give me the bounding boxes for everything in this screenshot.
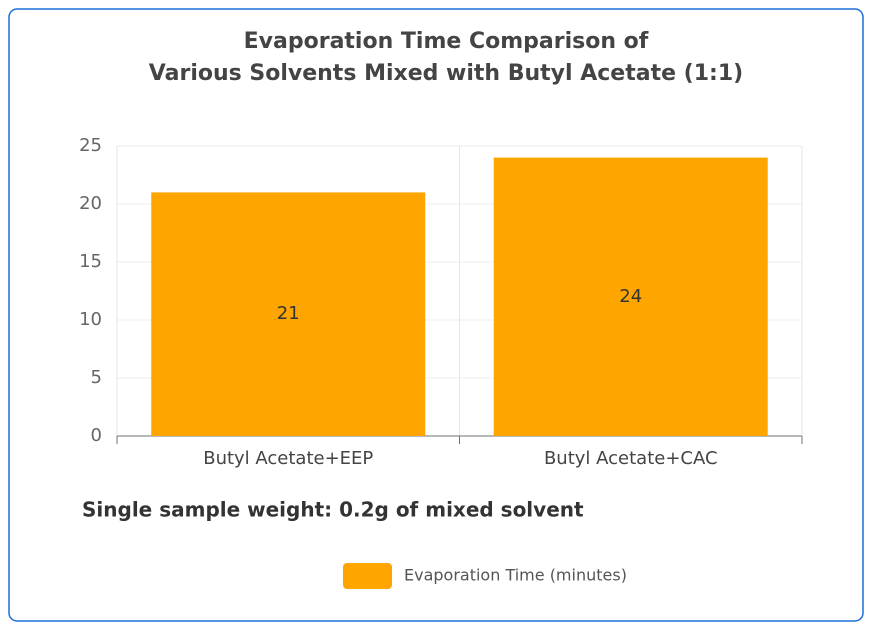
x-tick-label: Butyl Acetate+CAC [544,448,718,469]
data-label: 24 [619,286,642,307]
bar [151,192,426,436]
y-tick-label: 20 [79,193,102,214]
y-tick-label: 25 [79,135,102,156]
data-label: 21 [277,303,300,324]
y-tick-label: 5 [91,367,102,388]
chart-title: Evaporation Time Comparison of [244,29,649,54]
chart-title: Various Solvents Mixed with Butyl Acetat… [149,61,743,86]
x-tick-label: Butyl Acetate+EEP [203,448,373,469]
y-tick-label: 10 [79,309,102,330]
annotation: Single sample weight: 0.2g of mixed solv… [82,498,584,522]
bar [493,157,768,436]
y-tick-label: 15 [79,251,102,272]
legend-label: Evaporation Time (minutes) [404,566,627,585]
y-tick-label: 0 [91,425,102,446]
legend-swatch [343,563,392,589]
